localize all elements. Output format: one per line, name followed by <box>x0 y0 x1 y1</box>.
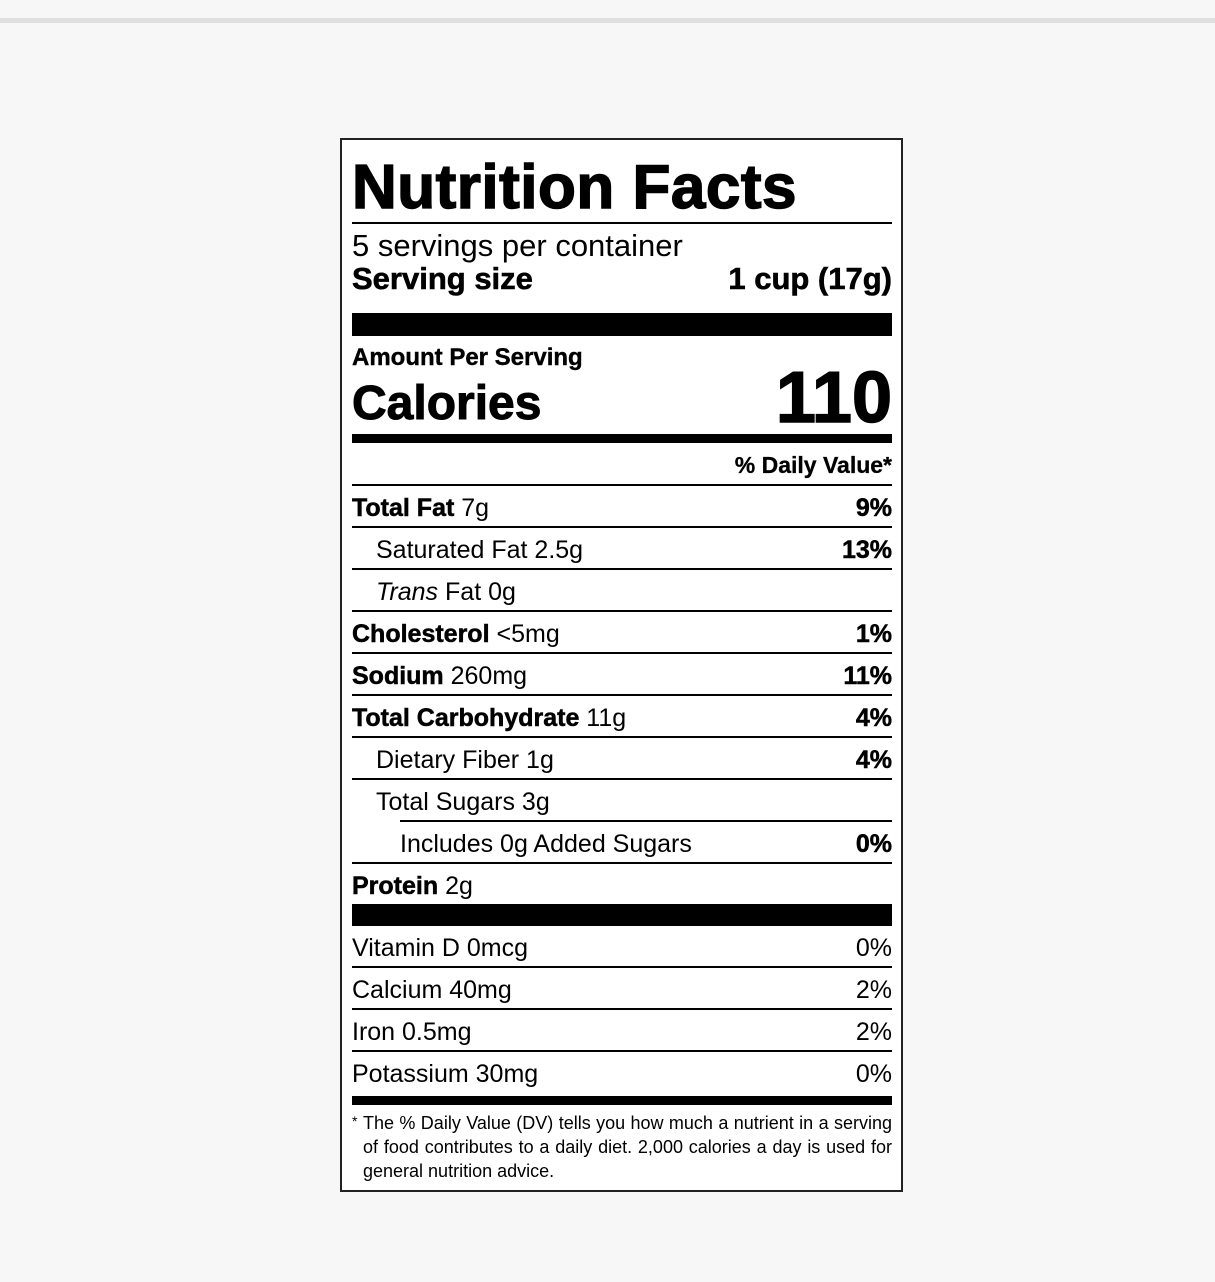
vitamin-dv: 2% <box>855 976 892 1004</box>
serving-size-value: 1 cup (17g) <box>728 261 892 296</box>
nutrient-row-added-sugars: Includes 0g Added Sugars 0% <box>352 822 892 864</box>
nutrient-dv: 11% <box>843 662 892 691</box>
vitamin-row-potassium: Potassium 30mg 0% <box>352 1052 892 1092</box>
nutrient-row-cholesterol: Cholesterol <5mg 1% <box>352 612 892 654</box>
top-divider <box>0 18 1215 23</box>
nutrient-amount: 260mg <box>450 662 528 690</box>
nutrient-dv: 1% <box>855 620 893 649</box>
nutrient-name: Total Sugars 3g <box>376 788 550 816</box>
nutrient-amount: 7g <box>461 494 490 522</box>
label-title: Nutrition Facts <box>351 152 797 223</box>
footnote-asterisk: * <box>352 1113 358 1129</box>
nutrient-row-saturated-fat: Saturated Fat 2.5g 13% <box>352 528 892 570</box>
nutrient-dv: 0% <box>855 830 893 859</box>
vitamin-dv: 0% <box>855 1060 892 1088</box>
vitamin-name: Iron 0.5mg <box>352 1018 472 1046</box>
daily-value-header: % Daily Value* <box>734 452 893 478</box>
nutrient-amount: 2g <box>445 872 473 900</box>
vitamin-row-iron: Iron 0.5mg 2% <box>352 1010 892 1052</box>
nutrient-name: Includes 0g Added Sugars <box>400 830 692 858</box>
calories-label: Calories <box>351 377 542 430</box>
nutrient-name: Saturated Fat 2.5g <box>376 536 584 564</box>
calories-row: Calories 110 <box>351 358 893 438</box>
calories-value: 110 <box>775 358 893 438</box>
thick-divider <box>352 313 892 336</box>
nutrient-name: Cholesterol <box>352 620 490 649</box>
nutrient-row-total-carbohydrate: Total Carbohydrate 11g 4% <box>352 696 892 738</box>
nutrient-amount: <5mg <box>496 620 560 648</box>
vitamin-row-calcium: Calcium 40mg 2% <box>352 968 892 1010</box>
nutrient-dv: 9% <box>855 494 893 523</box>
nutrient-row-sodium: Sodium 260mg 11% <box>352 654 892 696</box>
footnote-text: The % Daily Value (DV) tells you how muc… <box>363 1113 892 1181</box>
nutrient-row-dietary-fiber: Dietary Fiber 1g 4% <box>352 738 892 780</box>
footnote: * The % Daily Value (DV) tells you how m… <box>352 1111 892 1183</box>
vitamin-dv: 2% <box>855 1018 892 1046</box>
nutrient-name-italic: Trans <box>376 578 439 606</box>
divider <box>352 484 892 486</box>
serving-size-label: Serving size <box>352 261 534 296</box>
thick-divider <box>352 904 892 926</box>
nutrient-dv: 4% <box>855 746 893 775</box>
nutrient-row-total-fat: Total Fat 7g 9% <box>352 486 892 528</box>
servings-per-container: 5 servings per container <box>352 228 683 263</box>
medium-divider <box>352 434 892 443</box>
vitamin-name: Calcium 40mg <box>352 976 512 1004</box>
nutrient-name: Dietary Fiber 1g <box>376 746 554 774</box>
nutrient-amount: 11g <box>586 704 627 732</box>
medium-divider <box>352 1096 892 1105</box>
vitamin-name: Potassium 30mg <box>352 1060 539 1088</box>
nutrient-name: Fat 0g <box>445 578 516 606</box>
nutrient-name: Total Carbohydrate <box>352 704 580 733</box>
nutrient-name: Protein <box>352 872 439 901</box>
nutrient-row-total-sugars: Total Sugars 3g <box>352 780 892 820</box>
divider <box>400 820 892 822</box>
nutrient-dv: 13% <box>841 536 893 565</box>
vitamin-name: Vitamin D 0mcg <box>352 934 528 962</box>
vitamin-dv: 0% <box>855 934 892 962</box>
nutrient-row-trans-fat: Trans Fat 0g <box>352 570 892 612</box>
divider <box>352 222 892 224</box>
nutrient-dv: 4% <box>855 704 893 733</box>
nutrient-row-protein: Protein 2g <box>352 864 892 904</box>
serving-size-row: Serving size 1 cup (17g) <box>352 261 893 300</box>
vitamin-row-vitamin-d: Vitamin D 0mcg 0% <box>352 926 892 968</box>
nutrition-facts-label: Nutrition Facts 5 servings per container… <box>340 138 903 1192</box>
amount-per-serving: Amount Per Serving <box>352 344 583 371</box>
nutrient-name: Total Fat <box>352 494 455 523</box>
nutrient-name: Sodium <box>352 662 444 691</box>
